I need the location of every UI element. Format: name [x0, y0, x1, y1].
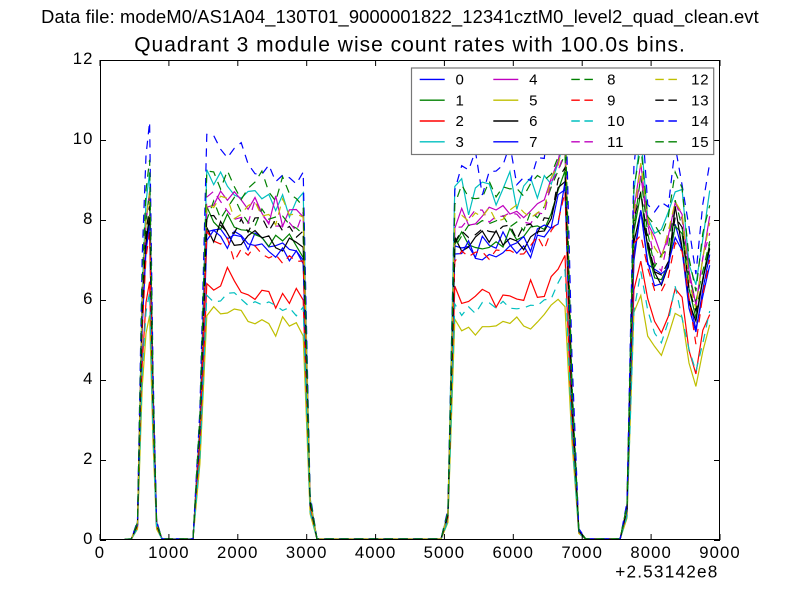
svg-text:15: 15 [691, 134, 709, 151]
svg-text:Quadrant 3 module wise count r: Quadrant 3 module wise count rates with … [134, 34, 686, 57]
svg-text:4000: 4000 [355, 543, 397, 562]
svg-text:6: 6 [83, 289, 93, 308]
svg-text:12: 12 [73, 49, 94, 68]
svg-text:10: 10 [73, 129, 94, 148]
svg-text:6000: 6000 [493, 543, 535, 562]
svg-text:2: 2 [83, 449, 93, 468]
svg-text:2: 2 [456, 113, 465, 130]
svg-text:6: 6 [529, 113, 538, 130]
svg-text:8: 8 [607, 72, 616, 89]
svg-text:8000: 8000 [630, 543, 672, 562]
svg-text:7: 7 [529, 134, 538, 151]
svg-text:4: 4 [529, 72, 538, 89]
svg-text:9: 9 [607, 92, 616, 109]
svg-text:0: 0 [83, 529, 93, 548]
svg-text:14: 14 [691, 113, 709, 130]
svg-text:3: 3 [456, 134, 465, 151]
svg-text:4: 4 [83, 369, 93, 388]
svg-text:1000: 1000 [148, 543, 190, 562]
svg-text:13: 13 [691, 92, 709, 109]
svg-text:1: 1 [456, 92, 465, 109]
svg-text:5000: 5000 [424, 543, 466, 562]
svg-text:5: 5 [529, 92, 538, 109]
svg-text:10: 10 [607, 113, 625, 130]
svg-text:7000: 7000 [561, 543, 603, 562]
svg-text:11: 11 [607, 134, 624, 151]
svg-text:9000: 9000 [699, 543, 741, 562]
svg-text:Data file: modeM0/AS1A04_130T0: Data file: modeM0/AS1A04_130T01_90000018… [41, 6, 759, 28]
svg-text:8: 8 [83, 209, 93, 228]
svg-text:3000: 3000 [286, 543, 328, 562]
svg-text:+2.53142e8: +2.53142e8 [615, 561, 718, 581]
svg-text:2000: 2000 [217, 543, 259, 562]
svg-text:0: 0 [456, 72, 465, 89]
svg-text:12: 12 [691, 72, 709, 89]
svg-text:0: 0 [95, 543, 105, 562]
